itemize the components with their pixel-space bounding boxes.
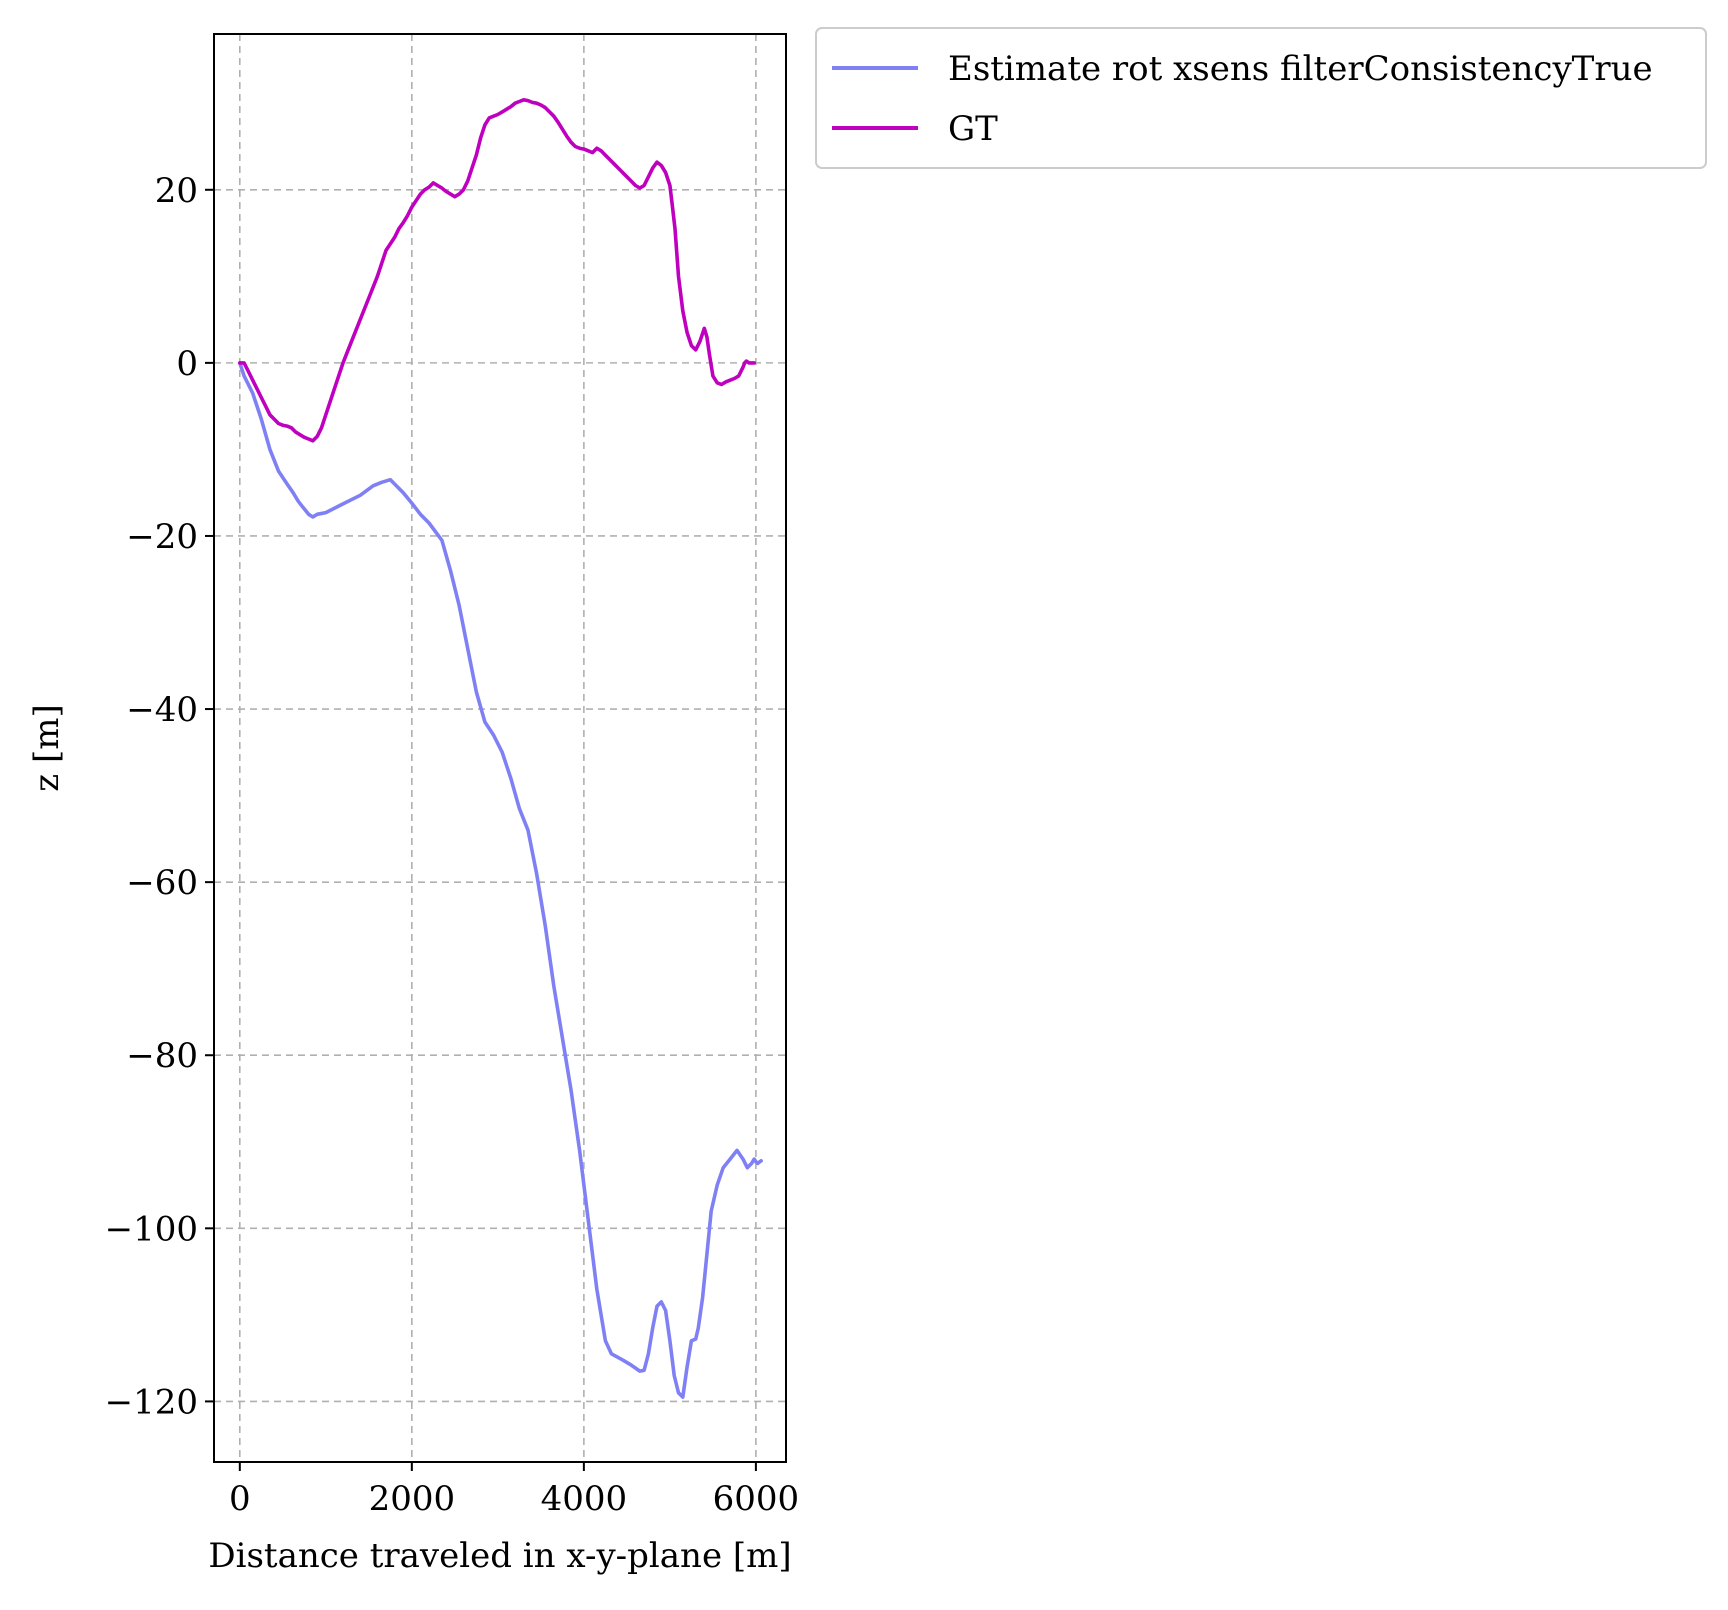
- legend: Estimate rot xsens filterConsistencyTrue…: [815, 27, 1707, 169]
- series-lines: [238, 98, 763, 1399]
- x-tick-label: 2000: [369, 1479, 456, 1519]
- y-tick-label: −100: [105, 1209, 198, 1249]
- y-tick-label: −20: [126, 517, 198, 557]
- y-tick-label: −80: [126, 1036, 198, 1076]
- grid-lines: [214, 34, 786, 1462]
- y-tick-label: −60: [126, 863, 198, 903]
- y-axis-label: z [m]: [27, 704, 67, 792]
- y-tick-label: 20: [155, 171, 198, 211]
- y-tick-label: 0: [176, 344, 198, 384]
- x-axis-label: Distance traveled in x-y-plane [m]: [208, 1536, 791, 1576]
- series-line-estimate: [238, 361, 763, 1399]
- series-line-gt: [238, 98, 757, 443]
- y-tick-label: −120: [105, 1382, 198, 1422]
- x-tick-label: 0: [229, 1479, 251, 1519]
- y-tick-label: −40: [126, 690, 198, 730]
- x-tick-label: 6000: [713, 1479, 800, 1519]
- axis-ticks: 0 2000 4000 6000 20 0 −20 −40 −60 −80 −100 −120: [105, 171, 800, 1519]
- legend-label-estimate: Estimate rot xsens filterConsistencyTrue: [948, 49, 1653, 89]
- x-tick-label: 4000: [541, 1479, 628, 1519]
- legend-label-gt: GT: [948, 109, 998, 149]
- legend-box: [815, 27, 1707, 169]
- plot-area-frame: [213, 33, 787, 1463]
